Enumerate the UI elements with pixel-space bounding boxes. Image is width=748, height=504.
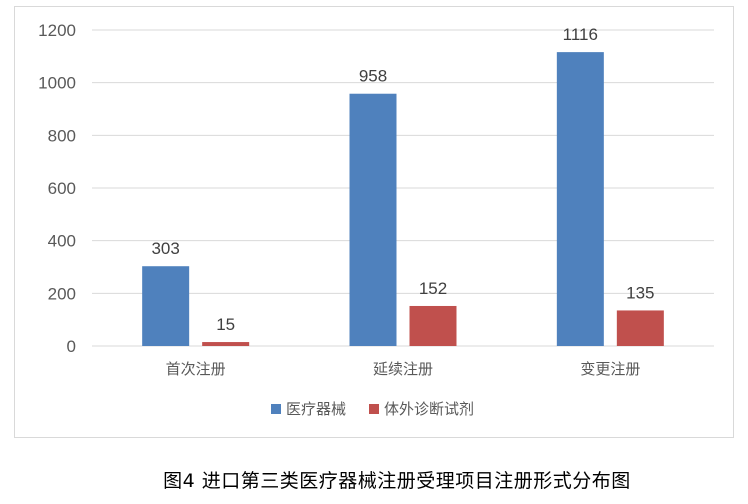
legend-swatch	[271, 404, 281, 414]
y-tick-label: 400	[48, 232, 76, 251]
data-label: 152	[419, 279, 447, 298]
category-label: 延续注册	[373, 360, 433, 378]
bar	[556, 52, 604, 347]
data-label: 135	[626, 283, 654, 302]
data-label: 958	[359, 67, 387, 86]
legend-swatch	[369, 404, 379, 414]
data-label: 15	[216, 315, 235, 334]
y-tick-label: 600	[48, 179, 76, 198]
bar	[616, 310, 664, 346]
bar	[142, 266, 190, 346]
bar	[409, 305, 457, 346]
category-label: 变更注册	[580, 360, 640, 378]
category-label: 首次注册	[166, 360, 226, 378]
legend-label: 体外诊断试剂	[384, 400, 474, 418]
y-tick-label: 1200	[38, 21, 76, 40]
bar	[349, 93, 397, 346]
figure-caption: 图4 进口第三类医疗器械注册受理项目注册形式分布图	[0, 466, 748, 493]
y-tick-label: 200	[48, 284, 76, 303]
data-label: 303	[151, 239, 179, 258]
data-label: 1116	[563, 25, 598, 44]
y-tick-label: 0	[67, 337, 76, 356]
y-tick-label: 800	[48, 126, 76, 145]
bar	[202, 342, 250, 346]
y-tick-label: 1000	[38, 74, 76, 93]
figure-caption-text: 图4 进口第三类医疗器械注册受理项目注册形式分布图	[163, 470, 631, 492]
chart: 0 200 400 600 800 1000 1200 303 15 首次注册 958 152 延续注册…	[38, 21, 714, 418]
legend-label: 医疗器械	[286, 400, 346, 418]
